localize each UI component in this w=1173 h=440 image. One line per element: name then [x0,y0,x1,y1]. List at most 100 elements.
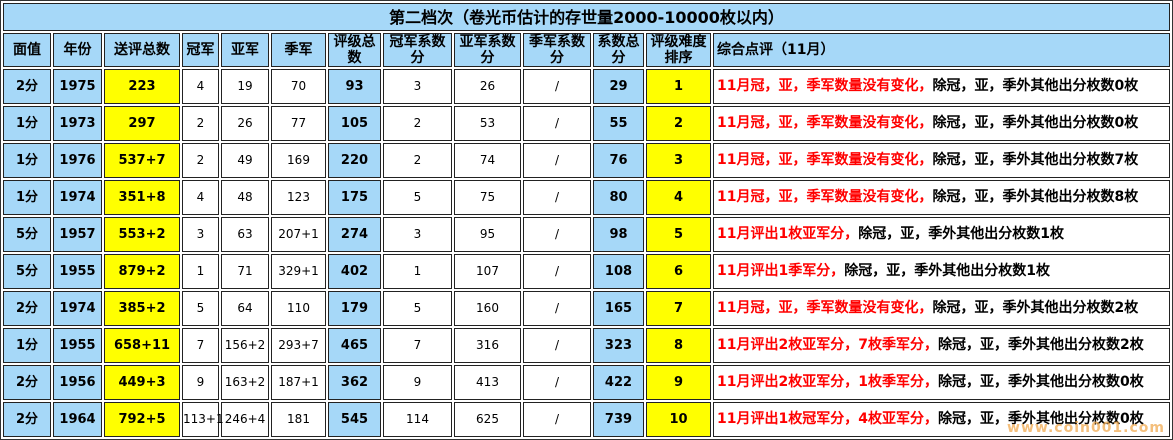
cell-bronze: 123 [271,180,326,215]
comment-text: 除冠，亚，季外其他出分枚数0枚 [937,374,1144,390]
cell-submitted: 792+5 [104,402,180,437]
cell-graded: 274 [328,217,381,252]
cell-gold: 9 [182,365,219,400]
cell-graded: 93 [328,69,381,104]
cell-silver-score: 413 [454,365,521,400]
watermark: www.coin001.com [1007,420,1165,436]
cell-bronze: 293+7 [271,328,326,363]
column-header: 季军 [271,33,326,67]
cell-total-score: 108 [593,254,644,289]
cell-total-score: 76 [593,143,644,178]
cell-graded: 220 [328,143,381,178]
cell-gold: 4 [182,180,219,215]
cell-gold-score: 114 [383,402,452,437]
cell-rank: 2 [646,106,711,141]
cell-gold-score: 1 [383,254,452,289]
comment-text: 除冠，亚，季外其他出分枚数2枚 [937,337,1144,353]
cell-gold-score: 7 [383,328,452,363]
cell-total-score: 165 [593,291,644,326]
cell-gold-score: 9 [383,365,452,400]
cell-gold-score: 3 [383,69,452,104]
comment-text: 除冠，亚，季外其他出分枚数2枚 [932,300,1139,316]
cell-gold: 5 [182,291,219,326]
cell-silver: 71 [221,254,269,289]
cell-total-score: 98 [593,217,644,252]
column-header: 冠军 [182,33,219,67]
comment-text: 除冠，亚，季外其他出分枚数1枚 [858,226,1064,242]
cell-denom: 1分 [3,106,51,141]
table-row: 1分 1974 351+8 4 48 123 175 5 75/80 4 11月冠，亚，季军数量没有… [3,180,1170,215]
cell-comment: 11月评出2枚亚军分，1枚季军分，除冠，亚，季外其他出分枚数0枚 [713,365,1170,400]
cell-denom: 1分 [3,328,51,363]
cell-denom: 1分 [3,180,51,215]
cell-rank: 10 [646,402,711,437]
comment-highlight: 11月冠，亚，季军数量没有变化， [717,300,933,316]
comment-text: 除冠，亚，季外其他出分枚数0枚 [932,78,1139,94]
cell-gold-score: 2 [383,106,452,141]
cell-graded: 179 [328,291,381,326]
cell-comment: 11月评出1季军分，除冠，亚，季外其他出分枚数1枚 [713,254,1170,289]
cell-comment: 11月冠，亚，季军数量没有变化，除冠，亚，季外其他出分枚数8枚 [713,180,1170,215]
cell-rank: 3 [646,143,711,178]
cell-comment: 11月评出1枚冠军分，4枚亚军分，除冠，亚，季外其他出分枚数0枚 www.coin… [713,402,1170,437]
cell-silver-score: 625 [454,402,521,437]
column-header: 亚军 [221,33,269,67]
cell-submitted: 879+2 [104,254,180,289]
cell-submitted: 385+2 [104,291,180,326]
cell-gold-score: 3 [383,217,452,252]
column-header: 评级难度排序 [646,33,711,67]
column-header: 送评总数 [104,33,180,67]
column-header: 年份 [53,33,102,67]
cell-bronze-score: / [523,106,591,141]
cell-denom: 5分 [3,217,51,252]
cell-year: 1974 [53,180,102,215]
cell-comment: 11月冠，亚，季军数量没有变化，除冠，亚，季外其他出分枚数0枚 [713,106,1170,141]
table-title: 第二档次（卷光币估计的存世量2000-10000枚以内） [3,3,1170,31]
comment-highlight: 11月冠，亚，季军数量没有变化， [717,78,933,94]
cell-denom: 2分 [3,402,51,437]
cell-denom: 2分 [3,291,51,326]
table-row: 2分 1974 385+2 5 64 110 179 5 160/165 7 11月冠，亚，季军数量… [3,291,1170,326]
comment-highlight: 11月评出1枚亚军分， [717,226,859,242]
column-header: 面值 [3,33,51,67]
cell-graded: 545 [328,402,381,437]
cell-silver: 163+2 [221,365,269,400]
cell-rank: 9 [646,365,711,400]
cell-submitted: 553+2 [104,217,180,252]
cell-silver-score: 74 [454,143,521,178]
cell-gold-score: 5 [383,180,452,215]
cell-denom: 1分 [3,143,51,178]
cell-gold: 7 [182,328,219,363]
cell-rank: 5 [646,217,711,252]
cell-silver-score: 26 [454,69,521,104]
cell-bronze-score: / [523,143,591,178]
cell-silver-score: 160 [454,291,521,326]
comment-text: 除冠，亚，季外其他出分枚数7枚 [932,152,1139,168]
cell-year: 1956 [53,365,102,400]
table-row: 1分 1955 658+11 7 156+2 293+7 465 7 316/323 8 11月评出… [3,328,1170,363]
table-row: 1分 1976 537+7 2 49 169 220 2 74/76 3 11月冠，亚，季军数量没有… [3,143,1170,178]
cell-total-score: 323 [593,328,644,363]
cell-bronze: 207+1 [271,217,326,252]
table-row: 2分 1964 792+5 113+1 246+4 181 545 114 625/739 10 1… [3,402,1170,437]
cell-total-score: 80 [593,180,644,215]
cell-silver: 26 [221,106,269,141]
cell-gold-score: 5 [383,291,452,326]
cell-silver: 48 [221,180,269,215]
cell-silver: 64 [221,291,269,326]
cell-comment: 11月评出1枚亚军分，除冠，亚，季外其他出分枚数1枚 [713,217,1170,252]
comment-text: 除冠，亚，季外其他出分枚数0枚 [937,411,1144,427]
cell-silver-score: 53 [454,106,521,141]
cell-graded: 175 [328,180,381,215]
cell-rank: 1 [646,69,711,104]
cell-total-score: 29 [593,69,644,104]
table-row: 1分 1973 297 2 26 77 105 2 53/55 2 11月冠，亚，季军数量没有变化，… [3,106,1170,141]
cell-silver-score: 95 [454,217,521,252]
column-header: 季军系数分 [523,33,591,67]
cell-silver: 19 [221,69,269,104]
cell-silver: 49 [221,143,269,178]
cell-graded: 105 [328,106,381,141]
comment-highlight: 11月评出1季军分， [717,263,845,279]
cell-submitted: 223 [104,69,180,104]
